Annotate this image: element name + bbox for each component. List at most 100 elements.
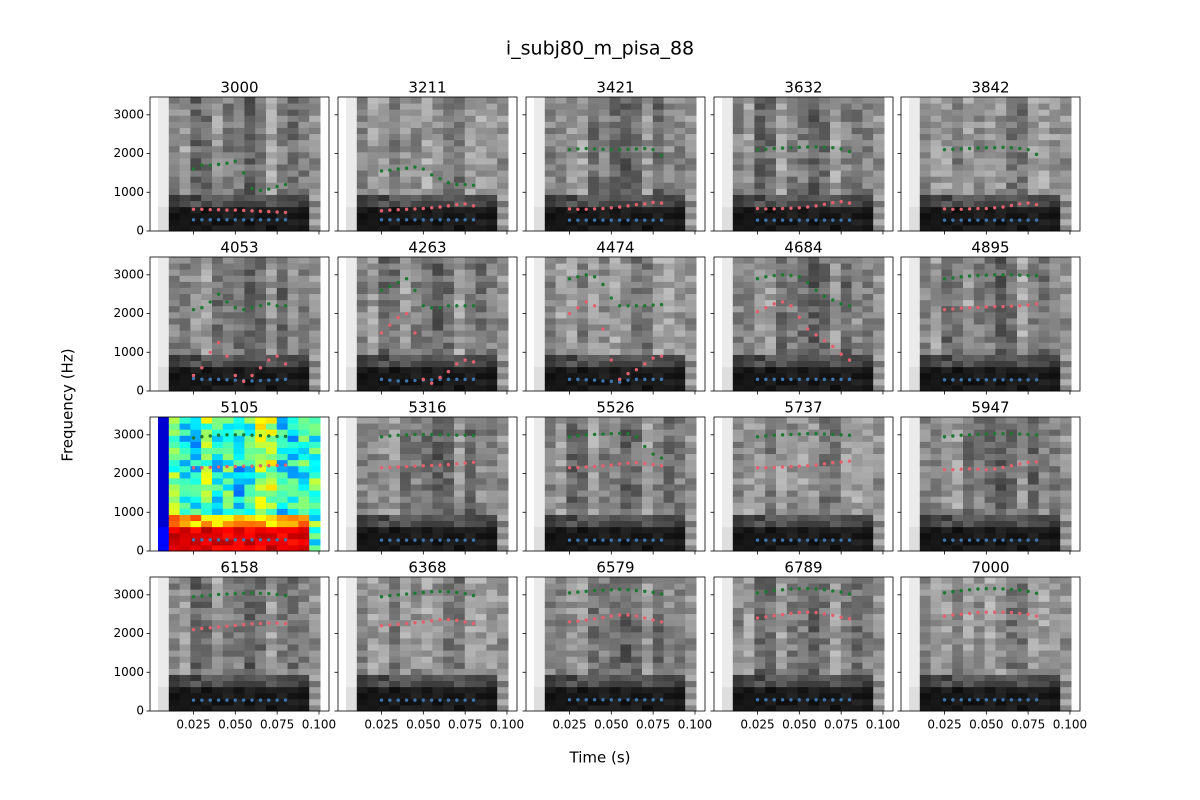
formant-point	[200, 163, 204, 167]
spectrogram-cell	[609, 378, 621, 386]
spectrogram-cell	[743, 502, 755, 509]
spectrogram-cell	[346, 121, 358, 128]
spectrogram-cell	[732, 139, 745, 147]
spectrogram-cell	[190, 224, 202, 232]
spectrogram-cell	[919, 127, 932, 135]
spectrogram-cell	[168, 157, 181, 165]
spectrogram-cell	[588, 103, 600, 110]
spectrogram-cell	[443, 429, 455, 436]
spectrogram-cell	[421, 224, 433, 232]
spectrogram-cell	[808, 317, 820, 325]
spectrogram-cell	[963, 324, 975, 331]
spectrogram-cell	[190, 164, 202, 171]
spectrogram-cell	[421, 417, 433, 424]
spectrogram-cell	[862, 206, 874, 214]
spectrogram-cell	[443, 484, 455, 491]
spectrogram-cell	[168, 354, 181, 362]
spectrogram-cell	[566, 508, 578, 515]
spectrogram-cell	[244, 317, 256, 325]
spectrogram-cell	[830, 194, 842, 202]
spectrogram-cell	[609, 336, 621, 343]
formant-point	[1009, 218, 1014, 222]
spectrogram-cell	[566, 275, 578, 282]
spectrogram-cell	[201, 465, 213, 473]
spectrogram-cell	[909, 200, 921, 208]
spectrogram-cell	[454, 200, 466, 208]
spectrogram-cell	[201, 477, 213, 485]
spectrogram-cell	[642, 366, 654, 374]
spectrogram-cell	[631, 330, 643, 337]
spectrogram-cell	[732, 164, 745, 171]
spectrogram-cell	[765, 212, 777, 220]
formant-point	[959, 275, 963, 279]
spectrogram-cell	[652, 336, 665, 343]
spectrogram-cell	[776, 218, 788, 226]
spectrogram-cell	[464, 514, 477, 522]
spectrogram-cell	[663, 429, 675, 436]
spectrogram-cell	[356, 281, 369, 288]
spectrogram-cell	[797, 281, 809, 288]
spectrogram-cell	[862, 336, 874, 343]
spectrogram-cell	[765, 287, 777, 295]
formant-point	[404, 311, 409, 316]
spectrogram-cell	[620, 441, 632, 448]
spectrogram-cell	[222, 275, 235, 282]
spectrogram-cell	[432, 299, 444, 307]
spectrogram-cell	[244, 200, 256, 208]
spectrogram-cell	[276, 372, 289, 380]
spectrogram-cell	[722, 417, 734, 424]
spectrogram-cell	[652, 281, 665, 288]
spectrogram-cell	[389, 342, 401, 349]
spectrogram-cell	[266, 224, 278, 232]
spectrogram-cell	[588, 490, 600, 497]
spectrogram-cell	[309, 459, 321, 467]
spectrogram-cell	[873, 97, 885, 104]
formant-point	[191, 376, 196, 381]
spectrogram-cell	[786, 139, 799, 147]
spectrogram-cell	[663, 299, 675, 307]
spectrogram-cell	[443, 447, 455, 455]
spectrogram-cell	[244, 145, 256, 153]
spectrogram-cell	[475, 453, 487, 461]
spectrogram-cell	[685, 218, 697, 226]
formant-point	[609, 431, 614, 436]
spectrogram-cell	[1017, 293, 1029, 301]
spectrogram-cell	[732, 342, 745, 349]
spectrogram-cell	[973, 384, 986, 392]
spectrogram-cell	[663, 133, 675, 141]
spectrogram-cell	[389, 417, 401, 424]
spectrogram-cell	[685, 484, 697, 491]
spectrogram-cell	[410, 447, 423, 455]
spectrogram-cell	[620, 544, 632, 552]
spectrogram-cell	[255, 224, 267, 232]
spectrogram-cell	[555, 435, 567, 442]
spectrogram-cell	[179, 372, 191, 380]
spectrogram-cell	[400, 269, 412, 276]
spectrogram-cell	[544, 182, 557, 189]
spectrogram-cell	[941, 330, 953, 337]
spectrogram-cell	[819, 188, 831, 195]
spectrogram-cell	[421, 287, 433, 295]
spectrogram-cell	[963, 281, 975, 288]
formant-point	[396, 167, 400, 171]
spectrogram-cell	[851, 378, 863, 386]
spectrogram-cell	[963, 299, 975, 307]
spectrogram-cell	[309, 532, 321, 540]
formant-point	[967, 207, 972, 211]
formant-point	[992, 206, 997, 210]
spectrogram-cell	[722, 212, 734, 220]
spectrogram-cell	[389, 502, 401, 509]
spectrogram-cell	[389, 281, 401, 288]
spectrogram-cell	[674, 212, 686, 220]
formant-point	[438, 218, 442, 222]
spectrogram-cell	[378, 133, 390, 141]
spectrogram-cell	[158, 484, 170, 491]
spectrogram-cell	[941, 336, 953, 343]
spectrogram-cell	[984, 354, 996, 362]
spectrogram-cell	[1060, 384, 1072, 392]
spectrogram-cell	[244, 484, 256, 491]
spectrogram-cell	[995, 164, 1007, 171]
spectrogram-cell	[158, 170, 170, 177]
spectrogram-cell	[190, 305, 202, 313]
spectrogram-cell	[941, 188, 953, 195]
